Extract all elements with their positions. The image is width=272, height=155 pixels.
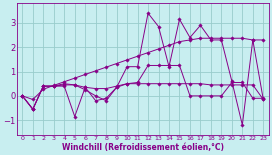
X-axis label: Windchill (Refroidissement éolien,°C): Windchill (Refroidissement éolien,°C) [62, 143, 224, 152]
